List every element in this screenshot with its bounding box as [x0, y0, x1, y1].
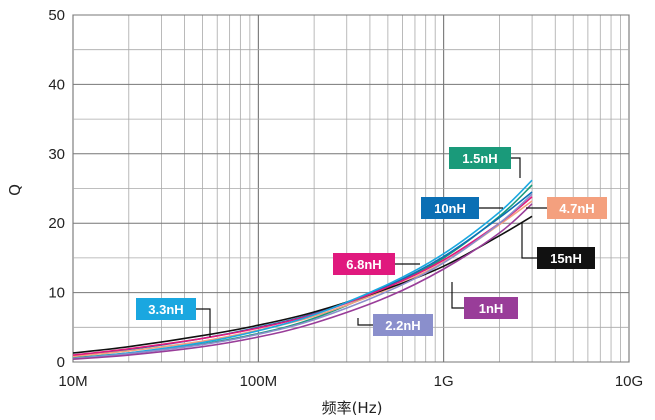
x-tick-labels: 10M 100M 1G 10G	[58, 373, 643, 390]
series-line-1nH	[72, 203, 533, 360]
label-box	[421, 197, 479, 219]
series-label-6_8nH: 6.8nH	[333, 253, 420, 275]
label-text: 2.2nH	[385, 318, 420, 333]
x-tick-label: 10M	[58, 373, 87, 390]
label-text: 1.5nH	[462, 151, 497, 166]
x-tick-label: 1G	[434, 373, 454, 390]
label-text: 3.3nH	[148, 302, 183, 317]
label-box	[373, 314, 433, 336]
x-tick-label: 10G	[615, 373, 643, 390]
series-label-2_2nH: 2.2nH	[357, 314, 433, 336]
label-text: 15nH	[550, 251, 582, 266]
series-line-2_2nH	[72, 193, 533, 360]
series-label-4_7nH: 4.7nH	[526, 197, 607, 219]
series-label-1nH: 1nH	[451, 282, 518, 319]
label-text: 10nH	[434, 201, 466, 216]
label-leader-line	[451, 282, 464, 309]
label-text: 6.8nH	[346, 257, 381, 272]
y-tick-label: 10	[48, 285, 65, 302]
series-label-10nH: 10nH	[421, 197, 503, 219]
series-label-3_3nH: 3.3nH	[136, 298, 211, 337]
label-box	[537, 247, 595, 269]
y-tick-label: 50	[48, 7, 65, 24]
x-axis-title: 频率(Hz)	[322, 399, 383, 417]
label-leader-line	[521, 222, 537, 259]
series-line-3_3nH	[72, 179, 533, 360]
series-label-1_5nH: 1.5nH	[449, 147, 521, 178]
y-axis-title: Q	[6, 184, 24, 196]
x-tick-label: 100M	[240, 373, 278, 390]
series-labels: 1.5nH 10nH 4.7nH 15nH 6.8nH 3.3nH 2.2nH 1nH	[136, 147, 607, 337]
label-box	[136, 298, 196, 320]
y-tick-label: 20	[48, 215, 65, 232]
label-box	[547, 197, 607, 219]
y-tick-label: 30	[48, 146, 65, 163]
y-tick-label: 0	[57, 354, 65, 371]
label-text: 1nH	[479, 301, 504, 316]
label-box	[449, 147, 511, 169]
label-box	[333, 253, 395, 275]
label-leader-line	[511, 157, 521, 178]
label-box	[464, 297, 518, 319]
y-tick-label: 40	[48, 76, 65, 93]
label-text: 4.7nH	[559, 201, 594, 216]
label-leader-line	[357, 318, 373, 326]
label-leader-line	[196, 308, 211, 337]
y-tick-labels: 0 10 20 30 40 50	[48, 7, 65, 371]
series-label-15nH: 15nH	[521, 222, 595, 269]
series-curves	[72, 179, 533, 360]
